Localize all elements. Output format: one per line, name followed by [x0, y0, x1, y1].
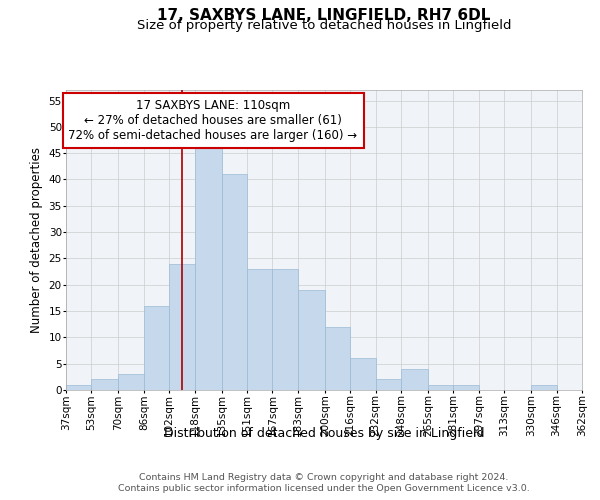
Bar: [298, 290, 325, 390]
Bar: [194, 148, 221, 390]
Bar: [272, 269, 298, 390]
Text: Contains public sector information licensed under the Open Government Licence v3: Contains public sector information licen…: [118, 484, 530, 493]
Bar: [91, 380, 118, 390]
Text: 17, SAXBYS LANE, LINGFIELD, RH7 6DL: 17, SAXBYS LANE, LINGFIELD, RH7 6DL: [157, 8, 491, 22]
Text: 17 SAXBYS LANE: 110sqm
← 27% of detached houses are smaller (61)
72% of semi-det: 17 SAXBYS LANE: 110sqm ← 27% of detached…: [68, 99, 358, 142]
Bar: [401, 369, 428, 390]
Bar: [221, 174, 247, 390]
Text: Size of property relative to detached houses in Lingfield: Size of property relative to detached ho…: [137, 19, 511, 32]
Bar: [376, 380, 401, 390]
Y-axis label: Number of detached properties: Number of detached properties: [30, 147, 43, 333]
Bar: [350, 358, 376, 390]
Bar: [169, 264, 194, 390]
Bar: [66, 384, 91, 390]
Text: Contains HM Land Registry data © Crown copyright and database right 2024.: Contains HM Land Registry data © Crown c…: [139, 472, 509, 482]
Bar: [531, 384, 557, 390]
Bar: [428, 384, 454, 390]
Bar: [247, 269, 272, 390]
Bar: [118, 374, 144, 390]
Bar: [582, 384, 600, 390]
Text: Distribution of detached houses by size in Lingfield: Distribution of detached houses by size …: [164, 428, 484, 440]
Bar: [325, 327, 350, 390]
Bar: [454, 384, 479, 390]
Bar: [144, 306, 169, 390]
